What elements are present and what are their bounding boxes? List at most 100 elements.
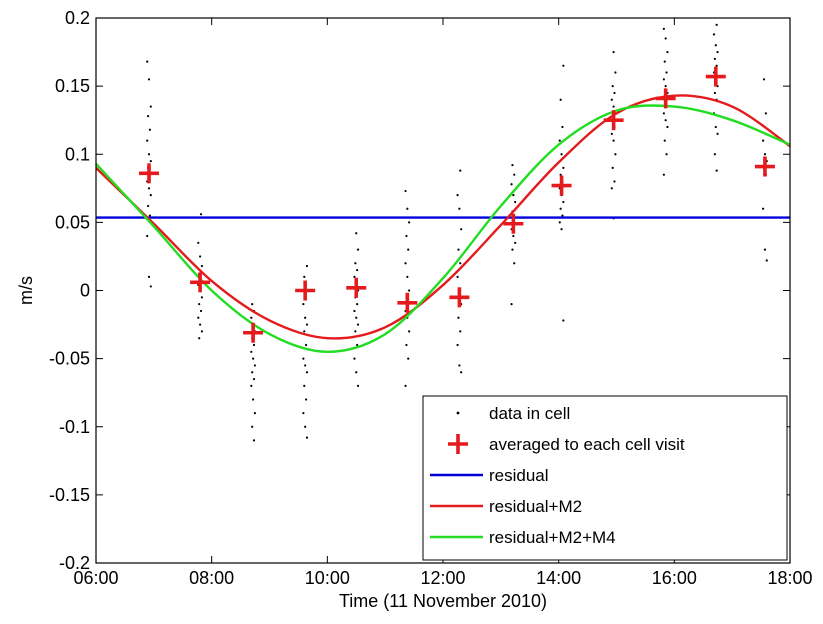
- legend-label: residual+M2: [489, 497, 582, 516]
- data-point: [460, 371, 463, 374]
- legend-label: data in cell: [489, 404, 570, 423]
- data-point: [459, 330, 462, 333]
- data-point: [353, 357, 356, 360]
- data-point: [407, 248, 410, 251]
- data-point: [198, 337, 201, 340]
- data-point: [251, 371, 254, 374]
- data-point: [250, 384, 253, 387]
- data-point: [662, 173, 665, 176]
- x-axis-label: Time (11 November 2010): [339, 591, 547, 611]
- data-point: [146, 60, 149, 63]
- data-point: [198, 303, 201, 306]
- data-point: [713, 91, 716, 95]
- data-point: [613, 91, 616, 95]
- data-point: [456, 194, 459, 197]
- data-point: [356, 343, 359, 347]
- averaged-marker: [503, 213, 524, 234]
- data-point: [558, 221, 561, 224]
- data-point: [250, 350, 253, 353]
- averaged-marker: [139, 163, 160, 184]
- data-point: [459, 262, 462, 265]
- data-point: [715, 23, 718, 26]
- data-point: [665, 71, 668, 74]
- data-point: [511, 164, 514, 167]
- data-point: [510, 303, 513, 306]
- data-point: [353, 309, 356, 313]
- data-point: [356, 323, 360, 326]
- data-point: [562, 200, 565, 204]
- data-point: [610, 132, 613, 135]
- data-point: [664, 119, 667, 122]
- data-point: [302, 303, 305, 306]
- data-point: [460, 228, 463, 231]
- data-point: [251, 425, 254, 428]
- averaged-marker: [295, 280, 316, 301]
- data-point: [562, 64, 565, 67]
- averaged-marker: [190, 272, 211, 293]
- data-point: [355, 232, 358, 235]
- data-point: [353, 275, 356, 278]
- data-point: [253, 412, 257, 415]
- data-point: [253, 364, 257, 367]
- y-tick-label: -0.15: [49, 485, 90, 505]
- data-point: [304, 425, 307, 428]
- data-point: [303, 384, 306, 387]
- data-point: [147, 275, 151, 278]
- data-point: [456, 275, 459, 278]
- data-point: [612, 139, 615, 142]
- data-point: [762, 78, 766, 81]
- data-point: [147, 204, 150, 208]
- data-point: [561, 214, 564, 217]
- legend-row: averaged to each cell visit: [448, 434, 685, 454]
- data-point: [355, 371, 358, 374]
- data-point: [354, 330, 357, 333]
- data-point: [404, 262, 407, 265]
- data-point: [610, 98, 613, 101]
- data-point: [408, 221, 411, 224]
- data-point: [356, 268, 359, 272]
- legend-rows: data in cell averaged to each cell visit r…: [430, 404, 685, 547]
- data-point: [611, 166, 614, 169]
- x-tick-label: 14:00: [536, 568, 581, 588]
- x-tick-label: 06:00: [73, 568, 118, 588]
- data-point: [356, 303, 359, 306]
- data-point: [457, 316, 460, 319]
- averaged-marker: [551, 175, 572, 196]
- data-point: [510, 183, 513, 186]
- y-axis-label: m/s: [16, 276, 36, 305]
- averaged-markers-layer: [139, 66, 775, 343]
- data-point: [611, 85, 614, 88]
- data-point: [558, 139, 561, 142]
- data-point: [200, 330, 203, 333]
- data-point: [662, 27, 665, 30]
- legend-symbol-plus: [448, 434, 468, 454]
- data-point: [562, 319, 565, 322]
- data-point: [458, 364, 461, 367]
- averaged-marker: [705, 66, 726, 87]
- legend-row: residual+M2: [430, 497, 582, 516]
- legend-label: residual: [489, 466, 549, 485]
- data-point: [252, 439, 256, 442]
- data-point: [714, 125, 717, 129]
- data-point: [713, 153, 716, 156]
- data-point: [408, 289, 411, 292]
- data-point: [355, 316, 358, 319]
- data-point: [149, 285, 152, 288]
- data-point: [513, 173, 516, 176]
- x-tick-label: 18:00: [767, 568, 812, 588]
- data-point: [149, 194, 152, 197]
- averaged-marker: [754, 156, 775, 177]
- data-point: [304, 343, 308, 347]
- averaged-marker: [397, 292, 418, 313]
- data-dots-layer: [146, 23, 768, 442]
- data-point: [305, 323, 309, 326]
- data-point: [199, 255, 202, 258]
- data-point: [456, 343, 459, 347]
- data-point: [252, 343, 256, 347]
- data-point: [148, 128, 152, 131]
- data-point: [664, 37, 667, 40]
- data-point: [305, 264, 309, 268]
- model-lines-layer: [95, 94, 791, 354]
- data-point: [764, 112, 767, 115]
